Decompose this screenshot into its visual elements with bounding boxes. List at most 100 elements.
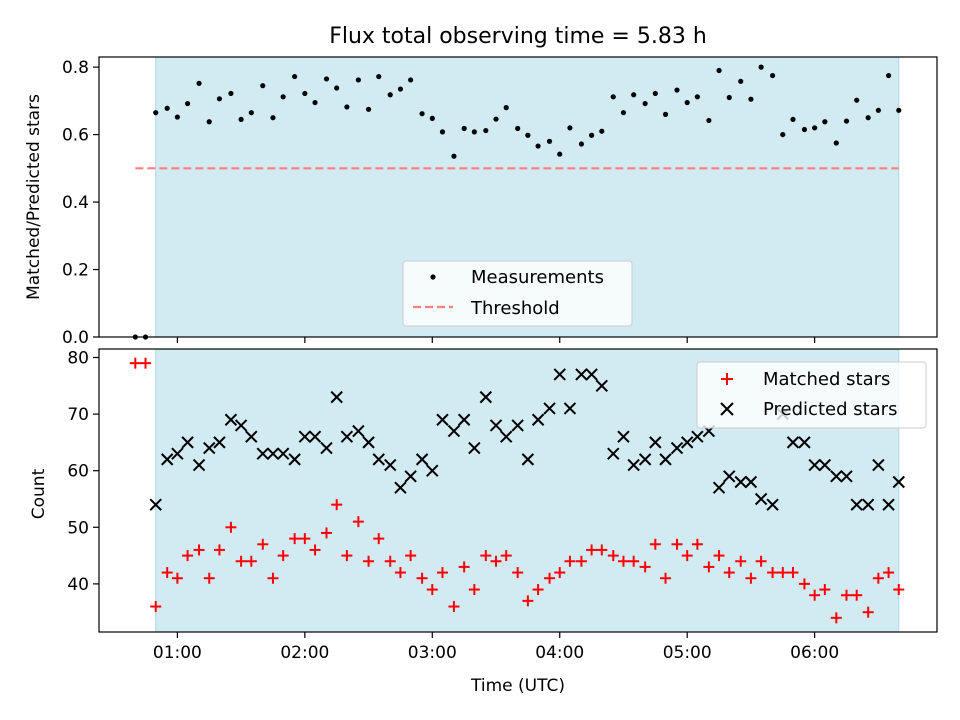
measurement-point bbox=[896, 107, 902, 113]
predicted-star-point bbox=[680, 436, 694, 449]
predicted-star-point bbox=[798, 436, 811, 449]
x-tick-label: 03:00 bbox=[408, 643, 457, 663]
predicted-star-point bbox=[595, 379, 609, 392]
predicted-star-point bbox=[234, 419, 248, 432]
predicted-star-diag-b bbox=[171, 447, 184, 460]
measurement-point bbox=[196, 80, 202, 86]
bottom-y-tick-label: 40 bbox=[67, 575, 89, 595]
measurement-point bbox=[302, 90, 308, 97]
predicted-star-diag-b bbox=[224, 413, 238, 426]
predicted-star-diag-b bbox=[830, 470, 843, 483]
predicted-star-diag-b bbox=[744, 475, 758, 489]
predicted-star-diag-b bbox=[531, 413, 545, 426]
matched-star-point bbox=[394, 567, 406, 579]
predicted-star-point bbox=[330, 390, 343, 404]
predicted-star-diag-b bbox=[276, 447, 290, 460]
matched-star-point bbox=[575, 555, 587, 567]
predicted-star-point bbox=[149, 498, 162, 511]
predicted-star-point bbox=[384, 458, 397, 472]
measurement-point bbox=[493, 116, 499, 122]
predicted-star-diag-b bbox=[617, 430, 630, 443]
measurement-point bbox=[885, 72, 892, 79]
measurement-point bbox=[578, 141, 585, 147]
matched-star-point bbox=[490, 555, 502, 567]
measurement-point bbox=[631, 92, 637, 98]
predicted-star-point bbox=[649, 436, 662, 449]
matched-star-point bbox=[617, 555, 629, 567]
matched-star-point bbox=[798, 578, 810, 590]
matched-star-point bbox=[352, 516, 364, 528]
measurement-point bbox=[843, 118, 850, 124]
matched-star-point bbox=[171, 572, 183, 584]
matched-star-point bbox=[703, 561, 715, 573]
predicted-star-point bbox=[882, 498, 895, 511]
matched-star-point bbox=[767, 567, 779, 579]
predicted-star-point bbox=[754, 492, 768, 506]
predicted-star-point bbox=[352, 424, 365, 438]
top-tick-layer: 0.0 0.2 0.4 0.6 0.8 bbox=[62, 58, 816, 348]
predicted-star-point bbox=[553, 368, 566, 381]
matched-star-point bbox=[841, 589, 853, 601]
matched-star-point bbox=[671, 538, 683, 550]
matched-star-point bbox=[862, 606, 874, 618]
matched-star-point bbox=[532, 584, 544, 596]
measurement-point bbox=[206, 119, 212, 125]
measurement-point bbox=[184, 100, 191, 107]
matched-star-point bbox=[723, 567, 735, 579]
measurement-point bbox=[557, 151, 563, 157]
predicted-star-diag-b bbox=[320, 441, 333, 455]
predicted-star-point bbox=[266, 447, 280, 460]
matched-star-point bbox=[735, 555, 747, 567]
measurement-point bbox=[812, 125, 818, 131]
measurement-point bbox=[515, 125, 521, 132]
measurement-point bbox=[726, 94, 732, 101]
predicted-star-point bbox=[850, 498, 863, 511]
matched-star-point bbox=[289, 533, 301, 545]
matched-star-point bbox=[331, 499, 343, 511]
predicted-star-point bbox=[394, 481, 407, 494]
matched-star-point bbox=[150, 601, 162, 613]
matched-star-point bbox=[512, 567, 524, 579]
top-y-tick-label: 0.8 bbox=[62, 58, 89, 78]
measurement-point bbox=[525, 132, 531, 138]
matched-star-point bbox=[649, 538, 661, 550]
predicted-star-diag-b bbox=[149, 498, 162, 511]
measurement-point bbox=[408, 77, 414, 83]
matched-star-point bbox=[235, 555, 247, 567]
top-legend: Measurements Threshold bbox=[402, 260, 633, 327]
measurement-point bbox=[589, 132, 595, 138]
measurement-point bbox=[610, 94, 616, 100]
predicted-star-point bbox=[308, 430, 322, 443]
predicted-star-diag-b bbox=[256, 447, 269, 460]
predicted-star-point bbox=[256, 447, 269, 460]
predicted-star-diag-b bbox=[638, 453, 652, 466]
bottom-axes-frame bbox=[98, 348, 938, 633]
matched-star-point bbox=[245, 555, 257, 567]
predicted-star-point bbox=[224, 413, 238, 426]
matched-star-point bbox=[309, 544, 321, 556]
matched-star-point bbox=[341, 550, 353, 562]
predicted-star-diag-b bbox=[818, 458, 832, 472]
predicted-star-point bbox=[404, 470, 417, 483]
legend-matched-label: Matched stars bbox=[763, 369, 890, 390]
measurement-point bbox=[694, 94, 700, 100]
predicted-star-point bbox=[447, 424, 461, 438]
predicted-star-diag-b bbox=[404, 470, 417, 483]
predicted-star-diag-b bbox=[712, 481, 726, 494]
predicted-star-diag-b bbox=[872, 458, 885, 472]
measurement-point bbox=[270, 115, 276, 121]
predicted-star-point bbox=[531, 413, 545, 426]
predicted-star-diag-b bbox=[192, 458, 206, 472]
predicted-star-point bbox=[712, 481, 726, 494]
matched-star-point bbox=[299, 533, 311, 545]
matched-stars-points bbox=[129, 357, 905, 624]
measurement-point bbox=[216, 96, 223, 102]
matched-star-point bbox=[448, 601, 460, 613]
matched-star-point bbox=[745, 572, 757, 584]
matched-star-point bbox=[140, 357, 152, 369]
predicted-star-point bbox=[892, 475, 905, 489]
x-tick-label: 01:00 bbox=[153, 643, 202, 663]
measurement-point bbox=[758, 64, 764, 70]
legend-matched-marker bbox=[721, 373, 733, 385]
